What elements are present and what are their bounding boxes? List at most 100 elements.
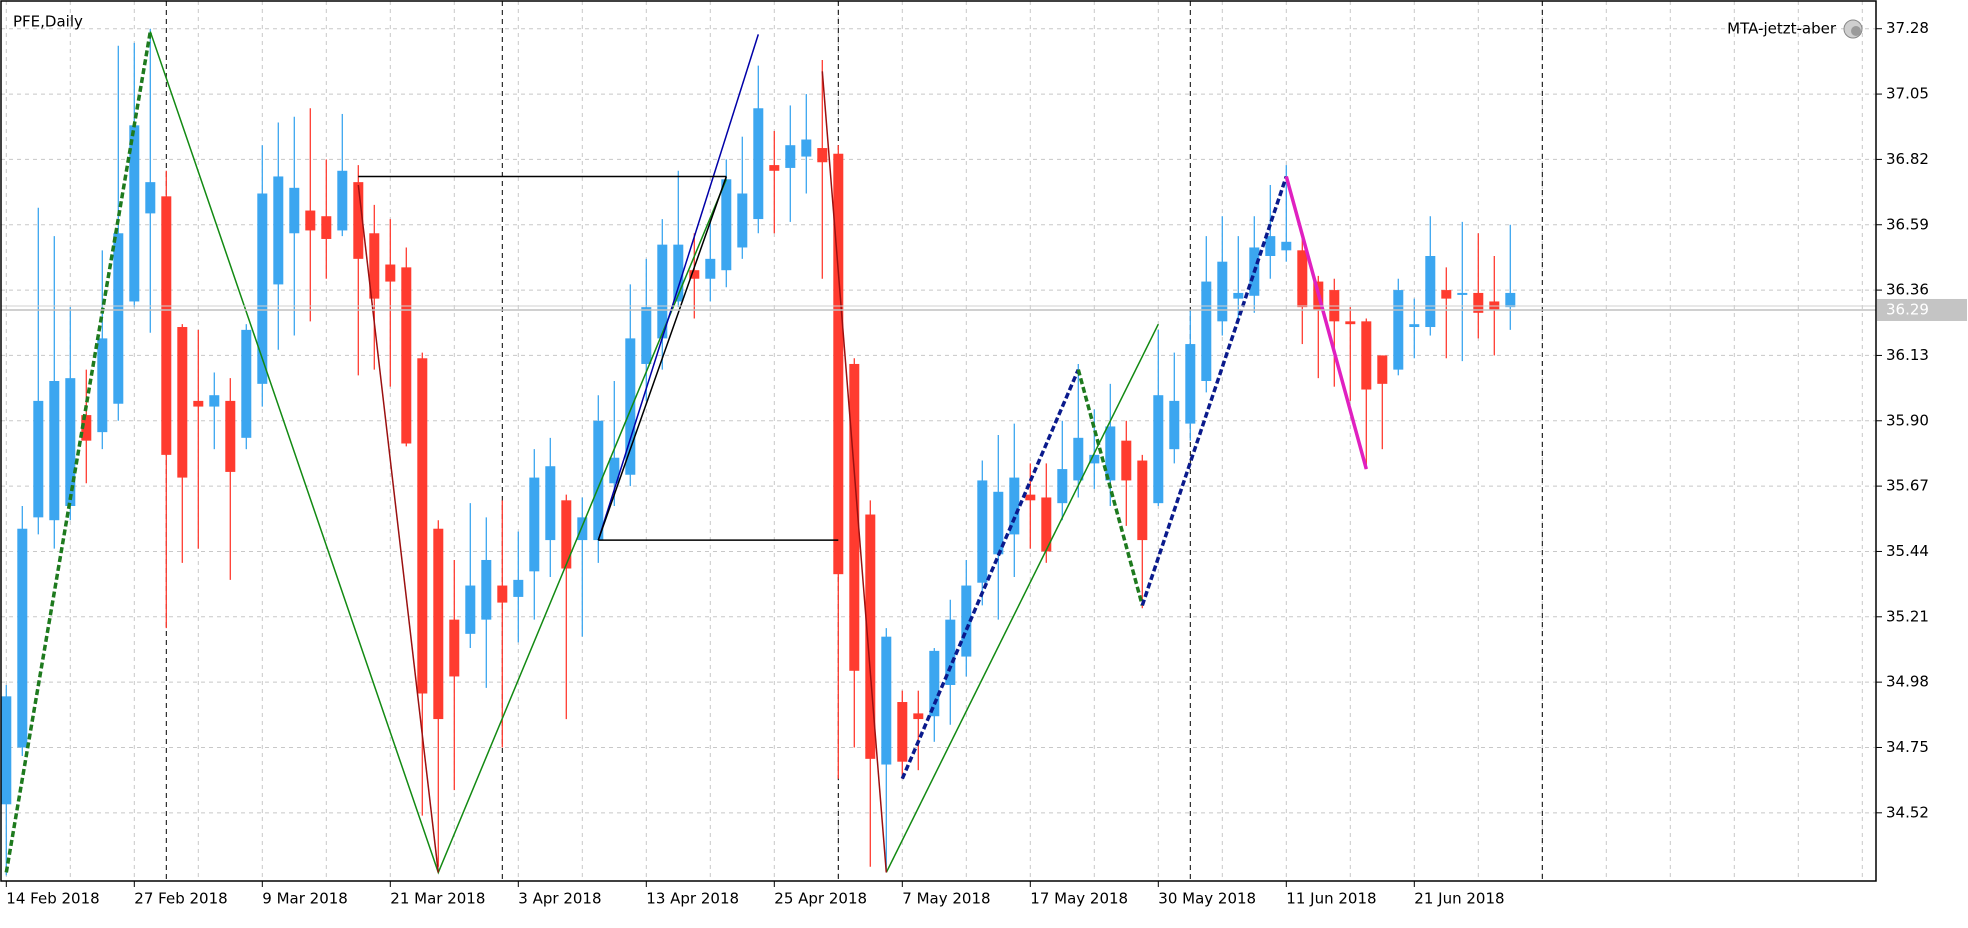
x-tick-label: 7 May 2018 [902,890,990,908]
candle-body [1425,256,1436,328]
candle-body [673,244,684,302]
candle-body [193,400,204,407]
candle-body [961,585,972,657]
candle-body [33,400,44,518]
candle-body [817,148,828,163]
candle-body [1217,261,1228,322]
candle-body [241,329,252,438]
candle-body [801,139,812,157]
candle-body [785,145,796,168]
candle-body [321,216,332,239]
candle-body [705,258,716,279]
candle-body [865,514,876,759]
overlay-line [900,368,1080,780]
candle-body [1057,469,1068,504]
x-tick-label: 21 Mar 2018 [390,890,485,908]
candle-body [881,636,892,765]
candle-body [737,193,748,248]
candle-body [1377,355,1388,384]
overlay-line [597,34,760,541]
candle-body [1089,454,1100,464]
y-tick-label: 37.28 [1886,19,1929,37]
overlay-line [1140,175,1288,606]
candle-body [289,187,300,234]
candle-body [913,713,924,720]
candle-body [753,108,764,220]
candle-body [577,517,588,541]
y-tick-label: 34.52 [1886,803,1929,821]
candle-body [1185,344,1196,424]
y-tick-label: 36.36 [1886,281,1929,299]
candle-body [1137,460,1148,541]
axis: 37.28 37.05 36.82 36.59 36.36 36.13 35.90 35.67… [5,19,1967,908]
candle-body [401,267,412,444]
candle-body [481,559,492,620]
candle-body [1201,281,1212,381]
candle-body [593,420,604,541]
icon-dot [1851,26,1861,36]
candle-body [689,270,700,279]
candle-body [1457,292,1468,295]
candle-body [1009,477,1020,535]
indicator-label: MTA-jetzt-aber [1727,20,1837,38]
candle-body [625,338,636,475]
candle-body [769,165,780,171]
y-tick-label: 35.21 [1886,607,1929,625]
overlay-line [821,71,888,873]
y-tick-label: 34.75 [1886,738,1929,756]
marks [1,28,1516,876]
candle-body [1473,292,1484,313]
overlay-line [357,184,440,873]
candle-body [1281,241,1292,251]
candle-body [849,363,860,671]
candle-body [465,585,476,634]
candle-body [641,307,652,364]
candle-body [305,210,316,231]
candle-body [1265,236,1276,256]
candle-body [449,619,460,677]
candle-body [81,415,92,441]
plot-frame [0,0,1877,882]
candle-body [945,619,956,685]
candle-body [273,176,284,285]
x-tick-label: 3 Apr 2018 [518,890,601,908]
y-tick-label: 37.05 [1886,85,1929,103]
candle-body [1441,290,1452,299]
x-tick-label: 14 Feb 2018 [6,890,99,908]
candle-body [257,193,268,384]
candle-body [145,182,156,214]
candle-body [609,457,620,484]
chart-title: PFE,Daily [13,13,83,31]
candle-body [513,579,524,597]
x-tick-label: 27 Feb 2018 [134,890,227,908]
y-tick-label: 34.98 [1886,673,1929,691]
candle-body [1073,437,1084,481]
overlay-line [597,176,728,541]
overlay-line [1284,175,1368,470]
candle-body [17,528,28,748]
price-label-box [1877,298,1967,321]
candle-body [209,395,220,407]
candle-body [129,125,140,302]
candle-body [1169,400,1180,450]
candle-body [1361,321,1372,390]
candle-body [1297,250,1308,308]
y-tick-label: 36.82 [1886,150,1929,168]
y-tick-label: 36.13 [1886,346,1929,364]
candle-body [545,466,556,541]
candle-body [225,400,236,472]
candle-body [433,528,444,720]
candle-body [417,358,428,694]
overlays [1,31,1876,875]
candle-body [657,244,668,339]
candle-body [929,650,940,717]
candle-body [1409,324,1420,328]
candle-body [65,378,76,506]
candle-body [337,170,348,231]
y-tick-label: 35.44 [1886,542,1929,560]
x-tick-label: 21 Jun 2018 [1414,890,1504,908]
x-tick-label: 9 Mar 2018 [262,890,348,908]
candle-body [1505,292,1516,308]
